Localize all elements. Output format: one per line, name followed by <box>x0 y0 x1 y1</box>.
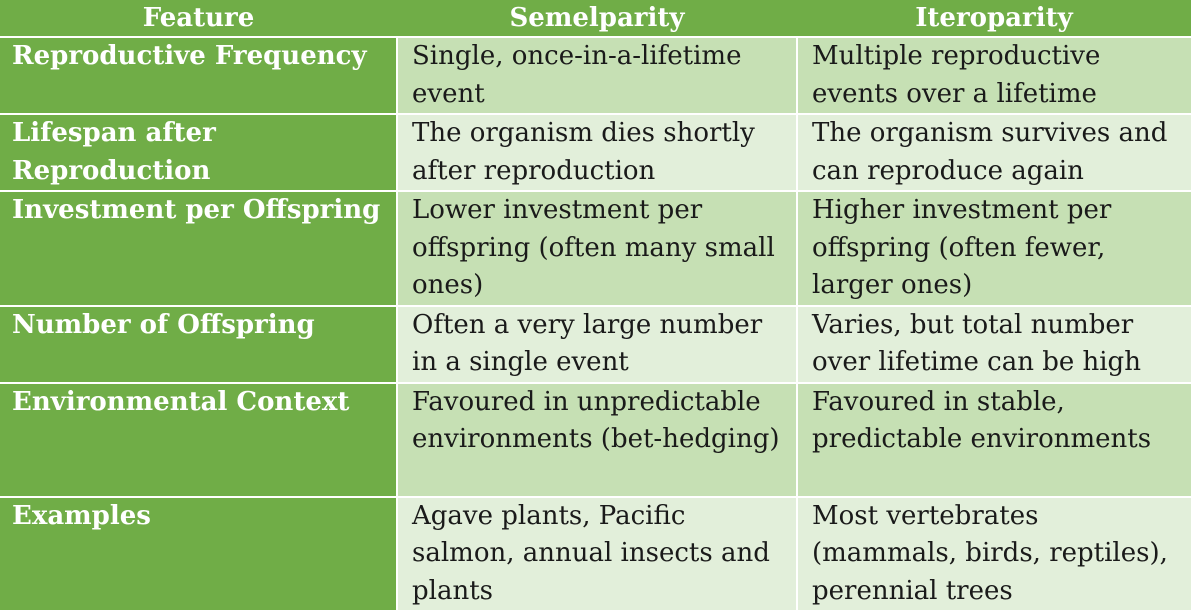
semelparity-cell: Favoured in unpredictable environments (… <box>397 383 797 497</box>
feature-cell: Number of Offspring <box>0 306 397 383</box>
feature-cell: Lifespan after Reproduction <box>0 114 397 191</box>
iteroparity-cell: The organism survives and can reproduce … <box>797 114 1191 191</box>
semelparity-cell: The organism dies shortly after reproduc… <box>397 114 797 191</box>
iteroparity-cell: Multiple reproductive events over a life… <box>797 37 1191 114</box>
table-row: Lifespan after Reproduction The organism… <box>0 114 1191 191</box>
header-feature: Feature <box>0 0 397 37</box>
feature-cell: Investment per Offspring <box>0 191 397 306</box>
feature-cell: Examples <box>0 497 397 610</box>
table-row: Investment per Offspring Lower investmen… <box>0 191 1191 306</box>
feature-cell: Reproductive Frequency <box>0 37 397 114</box>
header-semelparity: Semelparity <box>397 0 797 37</box>
table-body: Reproductive Frequency Single, once-in-a… <box>0 37 1191 610</box>
table-row: Environmental Context Favoured in unpred… <box>0 383 1191 497</box>
semelparity-cell: Lower investment per offspring (often ma… <box>397 191 797 306</box>
feature-cell: Environmental Context <box>0 383 397 497</box>
table-row: Examples Agave plants, Pacific salmon, a… <box>0 497 1191 610</box>
iteroparity-cell: Higher investment per offspring (often f… <box>797 191 1191 306</box>
header-iteroparity: Iteroparity <box>797 0 1191 37</box>
iteroparity-cell: Favoured in stable, predictable environm… <box>797 383 1191 497</box>
iteroparity-cell: Varies, but total number over lifetime c… <box>797 306 1191 383</box>
semelparity-cell: Often a very large number in a single ev… <box>397 306 797 383</box>
table-row: Number of Offspring Often a very large n… <box>0 306 1191 383</box>
header-row: Feature Semelparity Iteroparity <box>0 0 1191 37</box>
semelparity-cell: Single, once-in-a-lifetime event <box>397 37 797 114</box>
semelparity-cell: Agave plants, Pacific salmon, annual ins… <box>397 497 797 610</box>
iteroparity-cell: Most vertebrates (mammals, birds, reptil… <box>797 497 1191 610</box>
table-row: Reproductive Frequency Single, once-in-a… <box>0 37 1191 114</box>
table-header: Feature Semelparity Iteroparity <box>0 0 1191 37</box>
